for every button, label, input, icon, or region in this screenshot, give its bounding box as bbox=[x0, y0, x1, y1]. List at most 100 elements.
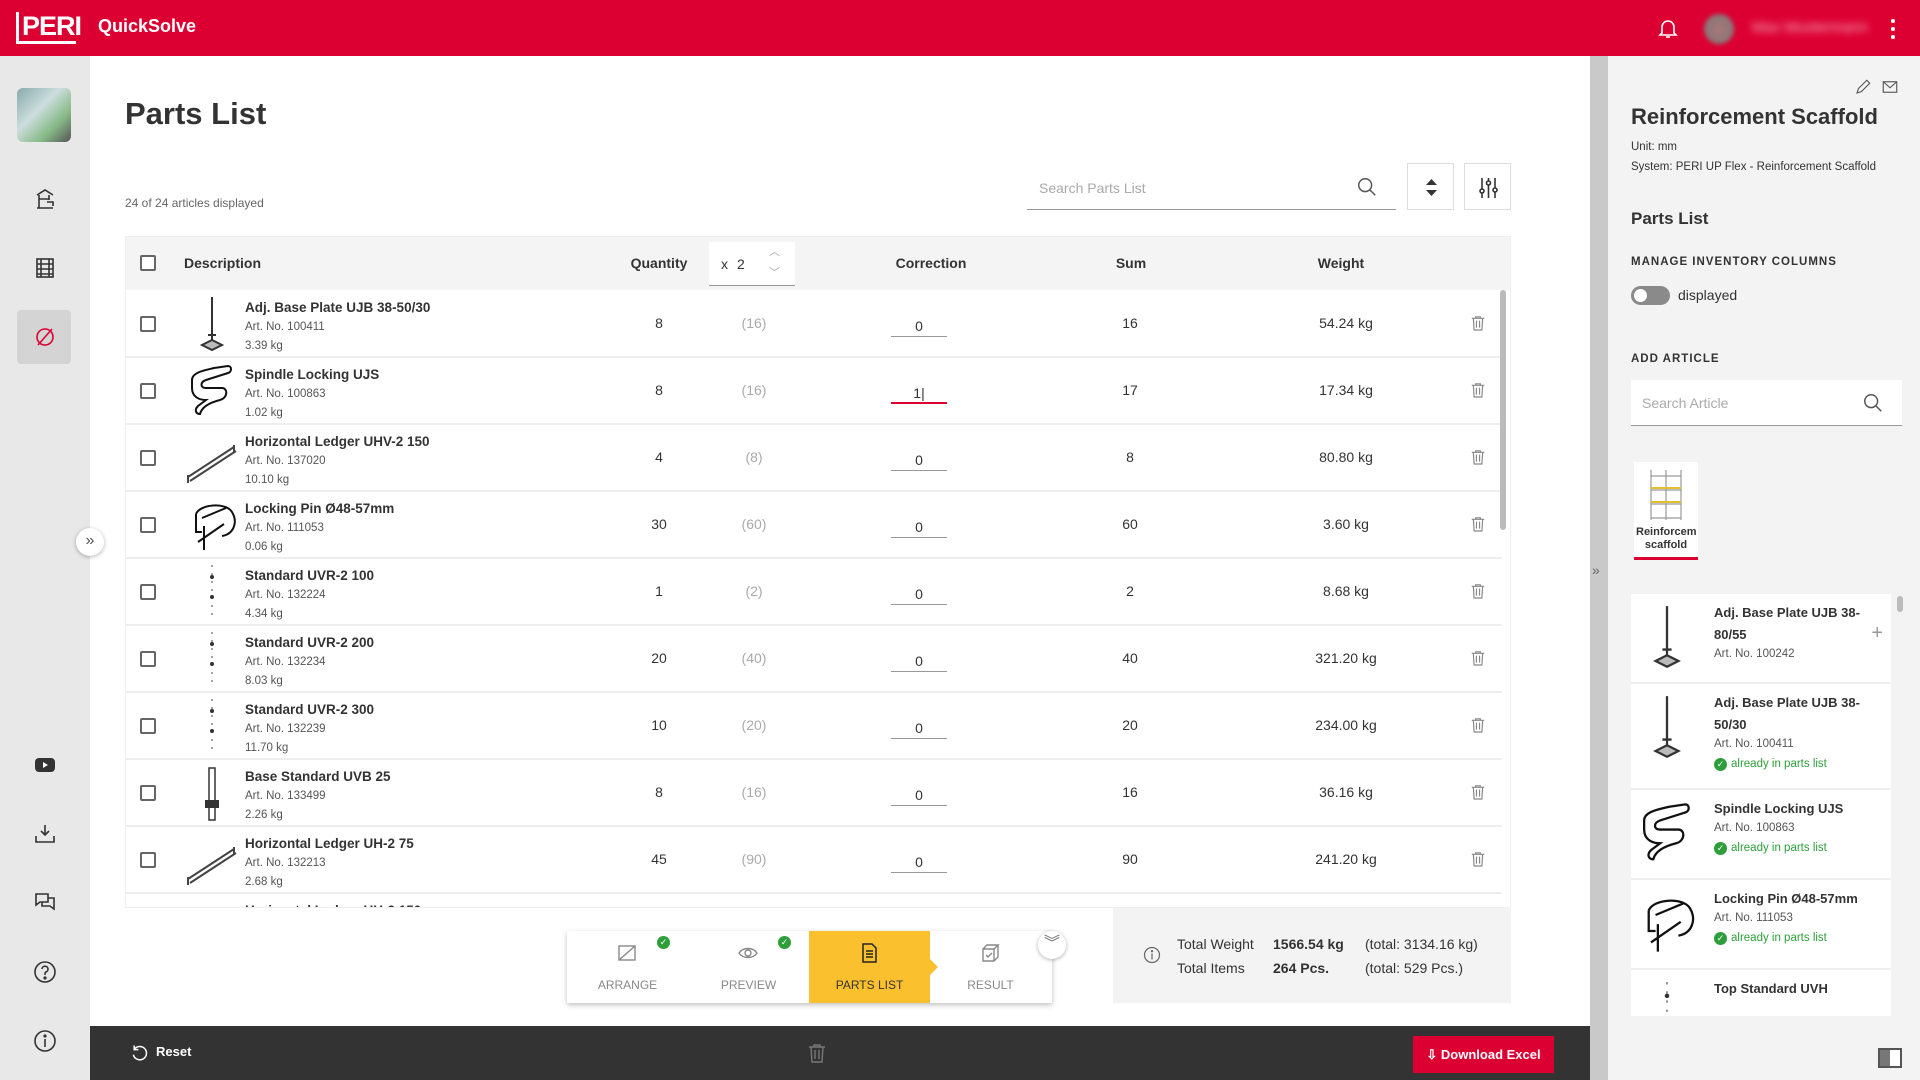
select-all-checkbox[interactable] bbox=[140, 255, 156, 271]
more-vertical-icon[interactable] bbox=[1890, 18, 1896, 40]
article-art-no: Art. No. 100242 bbox=[1714, 648, 1795, 660]
search-icon[interactable] bbox=[1862, 392, 1884, 414]
quantity-multiplied: (40) bbox=[741, 650, 767, 666]
panel-layout-icon[interactable] bbox=[1878, 1048, 1902, 1068]
article-list-scrollbar[interactable] bbox=[1897, 596, 1903, 612]
correction-input[interactable]: 0 bbox=[891, 514, 947, 538]
add-article-icon[interactable]: + bbox=[1871, 622, 1883, 644]
correction-input[interactable]: 0 bbox=[891, 581, 947, 605]
user-name[interactable]: Max Mustermann bbox=[1752, 19, 1868, 36]
row-checkbox[interactable] bbox=[140, 785, 156, 801]
download-icon[interactable] bbox=[33, 822, 57, 846]
article-list-item[interactable]: Adj. Base Plate UJB 38-50/30 Art. No. 100… bbox=[1631, 684, 1891, 790]
correction-input[interactable]: 0 bbox=[891, 715, 947, 739]
chevron-up-icon[interactable]: ︿ bbox=[769, 246, 780, 258]
step-arrange[interactable]: ARRANGE ✓ bbox=[567, 931, 688, 1003]
panel-divider[interactable] bbox=[1590, 56, 1608, 1080]
delete-row-icon[interactable] bbox=[1471, 315, 1485, 334]
step-preview[interactable]: PREVIEW ✓ bbox=[688, 931, 809, 1003]
check-circle-icon: ✓ bbox=[1714, 758, 1727, 771]
manage-columns-label: MANAGE INVENTORY COLUMNS bbox=[1631, 256, 1837, 268]
inventory-toggle[interactable] bbox=[1631, 286, 1670, 305]
chat-icon[interactable] bbox=[33, 890, 57, 914]
column-description[interactable]: Description bbox=[184, 255, 262, 271]
delete-row-icon[interactable] bbox=[1471, 851, 1485, 870]
correction-input[interactable]: 0 bbox=[891, 447, 947, 471]
search-article-input[interactable]: Search Article bbox=[1631, 380, 1902, 426]
status-text: already in parts list bbox=[1731, 932, 1827, 944]
expand-sidebar-button[interactable]: » bbox=[76, 528, 104, 556]
sum: 90 bbox=[1122, 851, 1138, 867]
search-parts-input[interactable]: Search Parts List bbox=[1027, 168, 1396, 210]
search-icon[interactable] bbox=[1356, 176, 1378, 198]
hook-image bbox=[184, 362, 240, 420]
delete-row-icon[interactable] bbox=[1471, 583, 1485, 602]
info-icon[interactable] bbox=[33, 1029, 57, 1053]
part-unit-weight: 11.70 kg bbox=[245, 742, 289, 754]
standard-image bbox=[184, 630, 240, 688]
step-parts-list[interactable]: PARTS LIST bbox=[809, 931, 938, 1003]
scaffold-icon[interactable] bbox=[33, 256, 57, 280]
delete-row-icon[interactable] bbox=[1471, 382, 1485, 401]
column-quantity[interactable]: Quantity bbox=[630, 255, 688, 271]
article-list-item[interactable]: Adj. Base Plate UJB 38-80/55 Art. No. 100… bbox=[1631, 594, 1891, 684]
weight: 241.20 kg bbox=[1315, 851, 1377, 867]
article-list-item[interactable]: Top Standard UVH bbox=[1631, 970, 1891, 1016]
delete-row-icon[interactable] bbox=[1471, 650, 1485, 669]
row-checkbox[interactable] bbox=[140, 517, 156, 533]
weight: 321.20 kg bbox=[1315, 650, 1377, 666]
delete-selected-icon[interactable] bbox=[808, 1043, 826, 1063]
table-scrollbar[interactable] bbox=[1500, 290, 1506, 530]
row-checkbox[interactable] bbox=[140, 584, 156, 600]
column-correction[interactable]: Correction bbox=[895, 255, 967, 271]
row-checkbox[interactable] bbox=[140, 718, 156, 734]
part-unit-weight: 1.02 kg bbox=[245, 407, 283, 419]
bell-icon[interactable] bbox=[1656, 16, 1680, 40]
delete-row-icon[interactable] bbox=[1471, 449, 1485, 468]
sort-button[interactable] bbox=[1407, 163, 1454, 210]
download-excel-button[interactable]: ⇩ Download Excel bbox=[1413, 1036, 1554, 1073]
correction-input[interactable]: 0 bbox=[891, 849, 947, 873]
column-sum[interactable]: Sum bbox=[1115, 255, 1147, 271]
project-thumbnail[interactable] bbox=[17, 88, 71, 142]
delete-row-icon[interactable] bbox=[1471, 516, 1485, 535]
column-weight[interactable]: Weight bbox=[1317, 255, 1365, 271]
step-result[interactable]: RESULT bbox=[930, 931, 1051, 1003]
avatar[interactable] bbox=[1704, 14, 1734, 44]
row-checkbox[interactable] bbox=[140, 383, 156, 399]
help-icon[interactable] bbox=[33, 960, 57, 984]
youtube-icon[interactable] bbox=[33, 753, 57, 777]
reset-button[interactable]: Reset bbox=[130, 1043, 191, 1063]
base-image bbox=[184, 764, 240, 822]
collapse-panel-icon[interactable]: » bbox=[1592, 562, 1600, 578]
weight: 8.68 kg bbox=[1323, 583, 1369, 599]
row-checkbox[interactable] bbox=[140, 852, 156, 868]
delete-row-icon[interactable] bbox=[1471, 784, 1485, 803]
article-list-item[interactable]: Spindle Locking UJS Art. No. 100863 ✓ alrea… bbox=[1631, 790, 1891, 880]
parts-table: Description Quantity x 2 ︿ ﹀ Correction … bbox=[125, 236, 1511, 908]
multiplier-value[interactable]: 2 bbox=[737, 256, 745, 272]
correction-input[interactable]: 0 bbox=[891, 313, 947, 337]
correction-input[interactable]: 1| bbox=[891, 380, 947, 404]
correction-input[interactable]: 0 bbox=[891, 648, 947, 672]
parts-list-icon[interactable] bbox=[33, 325, 57, 349]
chevron-down-icon[interactable]: ﹀ bbox=[769, 267, 780, 279]
peri-logo[interactable]: PERI bbox=[16, 12, 82, 44]
sliders-icon bbox=[1479, 178, 1498, 198]
collapse-stepper-button[interactable]: ︾ bbox=[1038, 931, 1066, 959]
article-list-item[interactable]: Locking Pin Ø48-57mm Art. No. 111053 ✓ alre… bbox=[1631, 880, 1891, 970]
delete-row-icon[interactable] bbox=[1471, 717, 1485, 736]
row-checkbox[interactable] bbox=[140, 651, 156, 667]
article-art-no: Art. No. 100411 bbox=[1714, 738, 1794, 750]
info-icon[interactable] bbox=[1143, 946, 1161, 964]
part-art-no: Art. No. 100411 bbox=[245, 321, 325, 333]
filter-columns-button[interactable] bbox=[1464, 163, 1511, 210]
crane-icon[interactable] bbox=[33, 187, 57, 211]
category-tile-reinforcement-scaffold[interactable]: Reinforcem scaffold bbox=[1634, 462, 1698, 560]
row-checkbox[interactable] bbox=[140, 450, 156, 466]
row-checkbox[interactable] bbox=[140, 316, 156, 332]
edit-icon[interactable] bbox=[1854, 78, 1872, 96]
correction-input[interactable]: 0 bbox=[891, 782, 947, 806]
multiplier-stepper[interactable]: x 2 ︿ ﹀ bbox=[709, 242, 795, 286]
mail-icon[interactable] bbox=[1881, 78, 1899, 96]
